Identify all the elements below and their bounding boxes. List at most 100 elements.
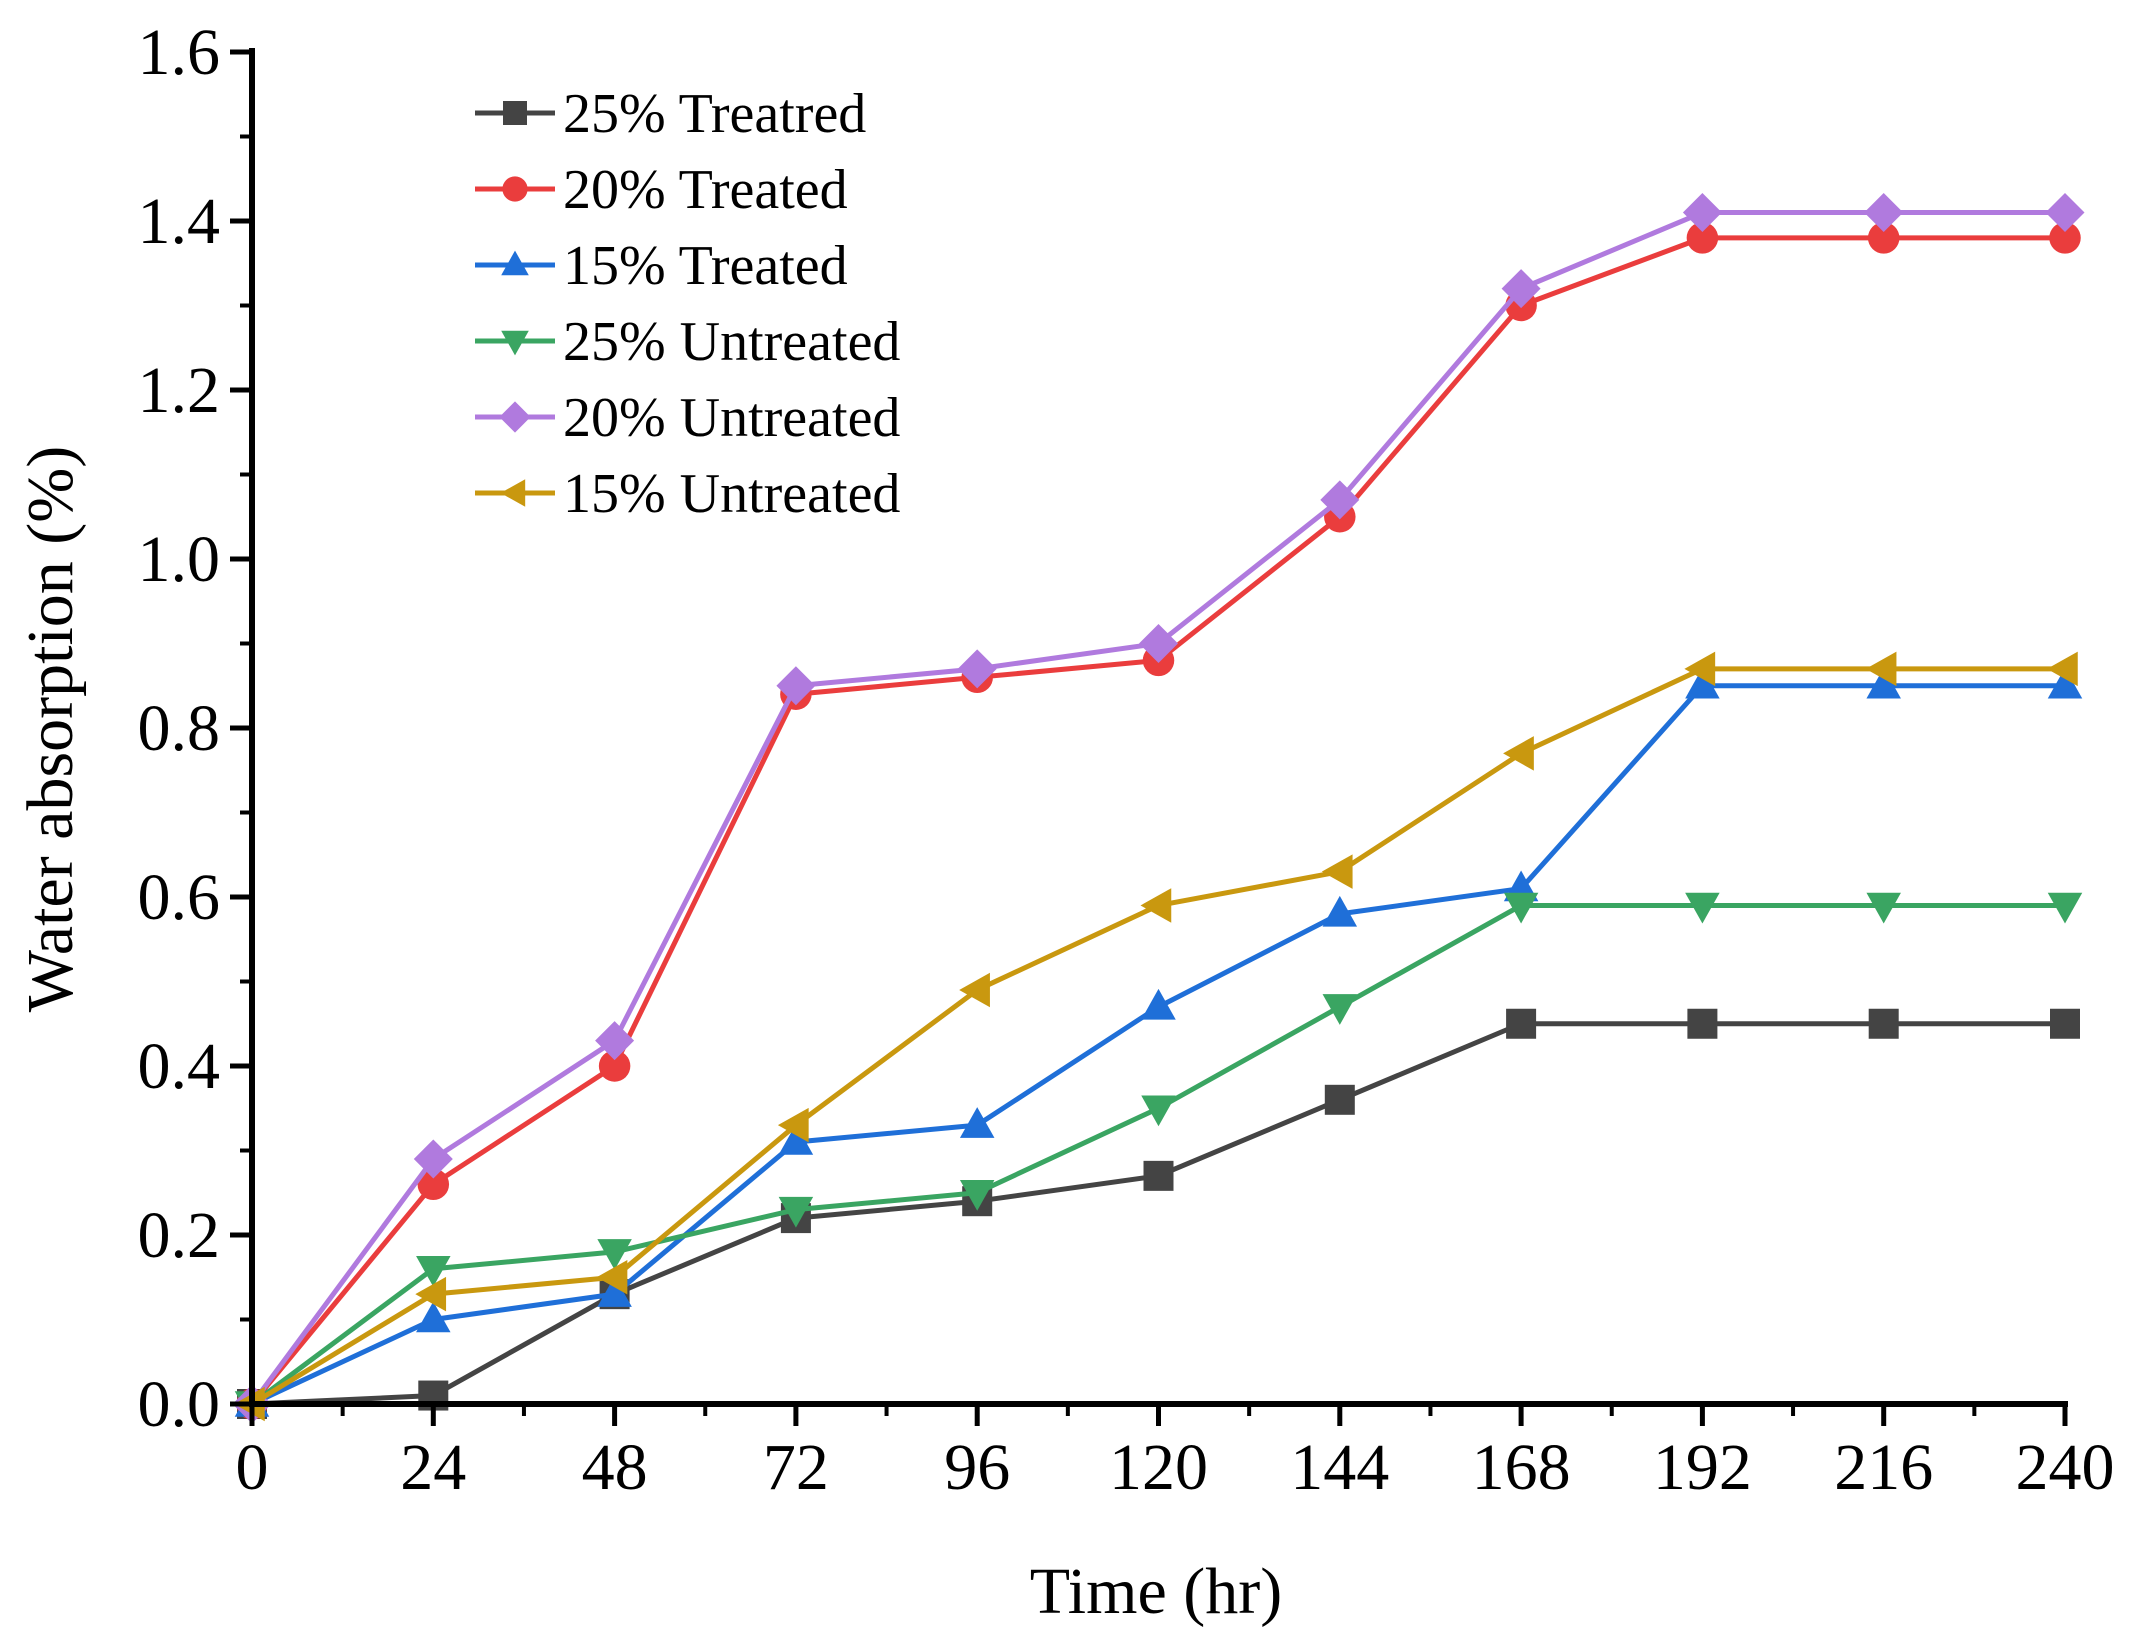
x-tick-label: 0 (236, 1431, 269, 1504)
data-point (1868, 1008, 1899, 1039)
legend-label: 20% Treated (563, 159, 848, 221)
x-tick-label: 216 (1834, 1431, 1933, 1504)
series-line (251, 1021, 2065, 1407)
data-point (1322, 895, 1358, 927)
data-point (2047, 667, 2083, 699)
data-point (1140, 888, 1172, 923)
data-point (1686, 222, 1719, 254)
x-tick-label: 72 (763, 1431, 829, 1504)
plot-area (232, 193, 2085, 1424)
data-point (1141, 1095, 1176, 1127)
data-point (959, 1107, 995, 1138)
data-point (416, 1256, 451, 1287)
data-point (416, 1301, 451, 1333)
data-point (1865, 651, 1897, 687)
data-point (1320, 480, 1360, 520)
data-point (2047, 651, 2078, 687)
legend-item-1: 20% Treated (475, 159, 848, 221)
legend-item-3: 25% Untreated (475, 311, 900, 373)
series-line (249, 210, 2065, 1406)
y-tick-label: 1.0 (138, 523, 221, 596)
data-point (1143, 1160, 1174, 1191)
data-point (597, 1276, 632, 1307)
y-tick-label: 0.6 (138, 861, 221, 934)
axes: 0 24 48 72 96 120 144 168 192 216 240 0.0 0.2 0.4 0.6 0… (138, 16, 2115, 1504)
series-line (250, 902, 2065, 1407)
series-1 (236, 222, 2081, 1420)
legend-marker (499, 401, 531, 433)
legend-marker (500, 479, 526, 507)
data-point (1503, 736, 1534, 771)
data-point (1685, 892, 1720, 924)
legend-label: 25% Untreated (563, 311, 900, 373)
y-tick-label: 0.0 (138, 1368, 221, 1441)
y-tick-label: 1.6 (138, 16, 221, 89)
x-tick-label: 240 (2016, 1431, 2115, 1504)
legend-label: 25% Treatred (563, 83, 866, 145)
x-tick-label: 120 (1109, 1431, 1208, 1504)
data-point (1864, 193, 1904, 233)
data-point (1503, 892, 1539, 924)
data-point (1687, 1008, 1718, 1039)
series-0 (237, 1008, 2080, 1419)
data-point (1867, 222, 1900, 254)
legend-item-5: 15% Untreated (475, 463, 900, 525)
y-tick-label: 0.4 (138, 1030, 221, 1103)
data-point (1684, 651, 1716, 687)
data-point (1866, 892, 1901, 924)
legend: 25% Treatred 20% Treated 15% Treated 25% Un… (475, 83, 900, 525)
data-point (413, 1139, 453, 1179)
legend-marker (501, 330, 529, 356)
data-point (2050, 1008, 2080, 1039)
data-point (2047, 892, 2083, 924)
data-point (959, 1180, 995, 1211)
x-tick-label: 96 (944, 1431, 1010, 1504)
y-tick-label: 1.4 (138, 185, 221, 258)
legend-marker (503, 101, 527, 125)
data-point (1866, 667, 1901, 699)
data-point (2045, 193, 2085, 233)
data-point (1141, 988, 1176, 1020)
data-point (2049, 222, 2081, 254)
series-5 (234, 651, 2078, 1422)
data-point (598, 1050, 631, 1082)
x-tick-label: 192 (1653, 1431, 1752, 1504)
series-3 (234, 892, 2083, 1422)
data-point (596, 1260, 628, 1295)
y-tick-label: 0.2 (138, 1199, 221, 1272)
legend-marker (501, 250, 529, 276)
legend-label: 20% Untreated (563, 387, 900, 449)
legend-item-4: 20% Untreated (475, 387, 900, 449)
y-tick-label: 1.2 (138, 354, 221, 427)
data-point (778, 1196, 814, 1228)
data-point (595, 1021, 635, 1061)
data-point (777, 1107, 809, 1143)
legend-label: 15% Untreated (563, 463, 900, 525)
x-axis-title: Time (hr) (1030, 1555, 1282, 1628)
legend-label: 15% Treated (563, 235, 848, 297)
data-point (1139, 624, 1178, 663)
data-point (415, 1276, 447, 1312)
data-point (1506, 1008, 1537, 1039)
legend-marker (502, 176, 528, 202)
data-point (959, 972, 990, 1008)
x-tick-label: 144 (1290, 1431, 1389, 1504)
series-4 (232, 193, 2085, 1424)
data-point (957, 649, 997, 689)
data-point (778, 1124, 814, 1155)
x-tick-label: 48 (582, 1431, 648, 1504)
data-point (776, 666, 816, 706)
legend-item-2: 15% Treated (475, 235, 848, 297)
data-point (1322, 994, 1358, 1025)
data-point (1324, 1084, 1355, 1115)
series-2 (234, 667, 2083, 1417)
x-tick-label: 168 (1472, 1431, 1571, 1504)
data-point (1321, 854, 1353, 889)
x-tick-label: 24 (400, 1431, 466, 1504)
data-point (597, 1239, 632, 1270)
legend-item-0: 25% Treatred (475, 83, 866, 145)
y-axis-title: Water absorption (%) (14, 446, 87, 1012)
series-line (250, 683, 2065, 1407)
series-line (250, 666, 2065, 1407)
